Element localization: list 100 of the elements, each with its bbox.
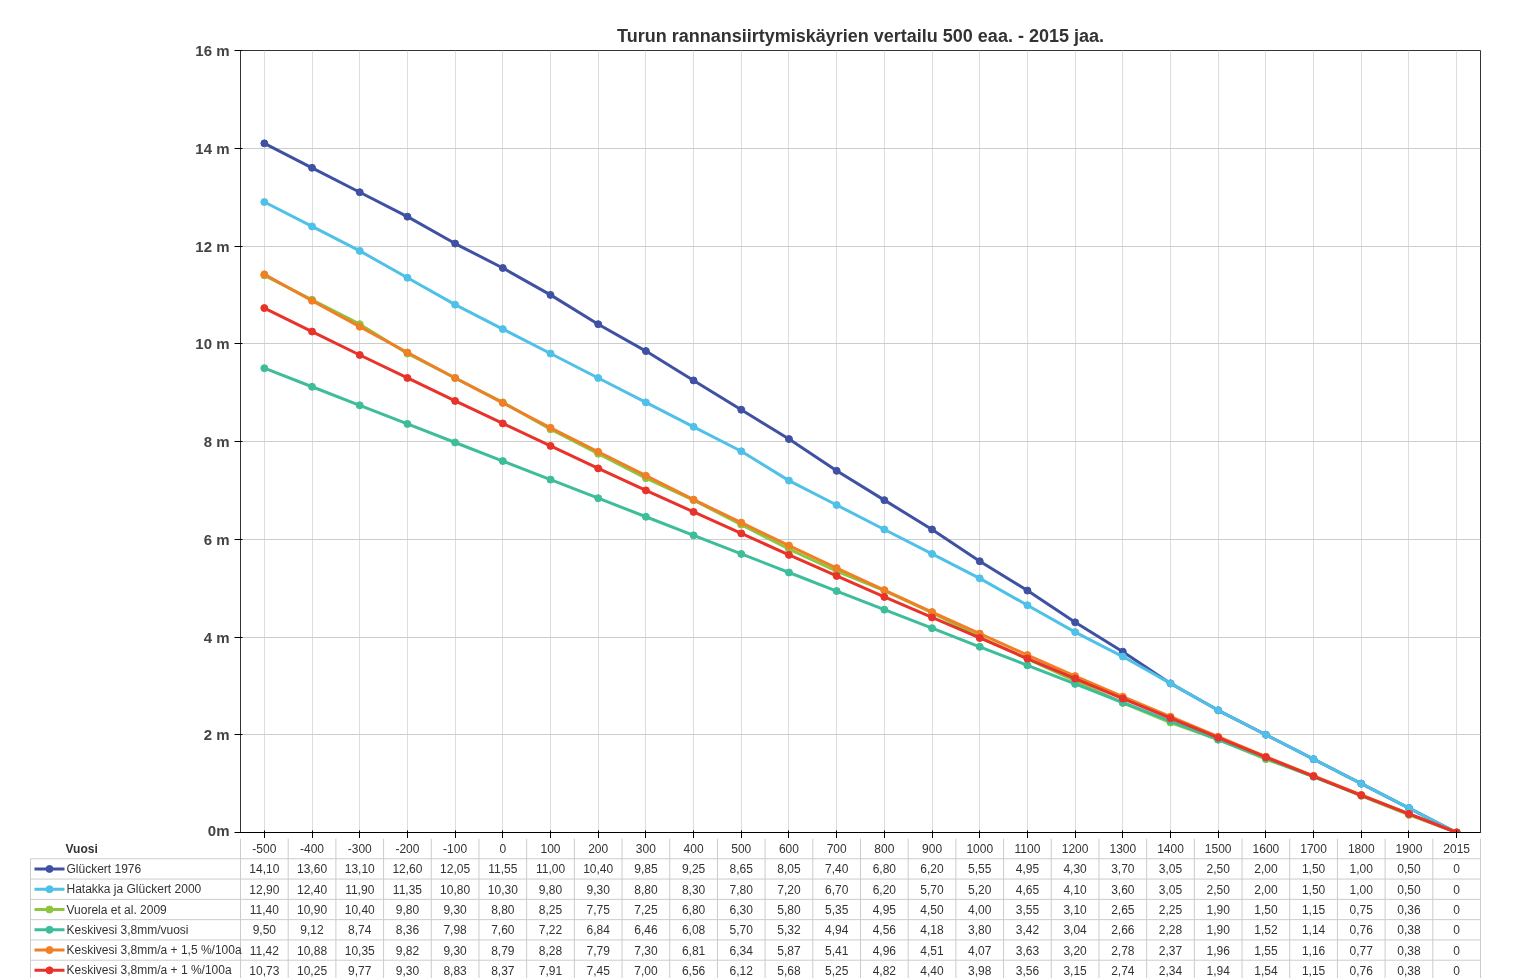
data-label: 0,38 bbox=[1397, 923, 1421, 938]
data-label: 6,30 bbox=[729, 903, 754, 917]
point bbox=[451, 300, 460, 309]
point bbox=[308, 327, 317, 336]
data-label: 9,82 bbox=[395, 943, 420, 958]
data-label: 0 bbox=[1453, 903, 1461, 917]
data-label: 12,90 bbox=[249, 882, 280, 897]
data-label: 6,08 bbox=[681, 923, 706, 938]
x-tick-label: -200 bbox=[395, 842, 420, 857]
point bbox=[546, 475, 555, 484]
point bbox=[689, 376, 698, 385]
data-label: 8,37 bbox=[491, 963, 515, 978]
point bbox=[641, 398, 650, 407]
y-tick-label: 10 m bbox=[195, 335, 230, 353]
data-label: 13,60 bbox=[297, 862, 328, 877]
data-label: 2,34 bbox=[1158, 963, 1183, 978]
point bbox=[355, 351, 364, 359]
point bbox=[689, 507, 698, 516]
data-label: 12,40 bbox=[297, 882, 328, 897]
data-label: 1,54 bbox=[1254, 963, 1278, 978]
x-tick-label: 500 bbox=[731, 842, 752, 857]
x-tick-label: -300 bbox=[347, 842, 373, 857]
data-label: 0 bbox=[1453, 943, 1461, 958]
point bbox=[546, 349, 555, 358]
data-label: 1,50 bbox=[1301, 882, 1326, 897]
data-label: 0,75 bbox=[1349, 903, 1374, 917]
legend-label: Keskivesi 3,8mm/a + 1 %/100a bbox=[66, 963, 232, 978]
data-label: 4,30 bbox=[1063, 862, 1088, 877]
x-tick-label: 100 bbox=[540, 842, 561, 857]
point bbox=[498, 419, 507, 428]
data-label: 4,56 bbox=[872, 923, 897, 938]
data-label: 5,32 bbox=[777, 923, 801, 938]
y-tick-label: 8 m bbox=[203, 433, 230, 450]
data-label: 5,41 bbox=[824, 943, 849, 958]
y-tick-label: 12 m bbox=[195, 237, 230, 255]
data-label: 11,42 bbox=[249, 943, 280, 958]
data-label: 1,15 bbox=[1301, 903, 1326, 917]
data-label: 7,91 bbox=[538, 963, 563, 978]
data-label: 4,94 bbox=[824, 923, 849, 938]
data-label: 0,50 bbox=[1397, 882, 1421, 897]
data-label: 2,66 bbox=[1111, 923, 1135, 938]
x-tick-label: 1500 bbox=[1204, 842, 1232, 857]
data-label: 5,35 bbox=[824, 903, 849, 917]
data-label: 11,55 bbox=[488, 862, 518, 877]
data-label: 7,79 bbox=[586, 943, 611, 958]
data-label: 11,40 bbox=[249, 903, 280, 917]
data-label: 0,38 bbox=[1397, 943, 1421, 958]
x-tick-label: 1600 bbox=[1252, 842, 1280, 857]
data-label: 5,25 bbox=[824, 963, 849, 978]
data-label: 3,55 bbox=[1015, 903, 1040, 917]
point bbox=[1071, 618, 1080, 627]
data-label: 11,35 bbox=[392, 882, 423, 897]
point bbox=[689, 422, 698, 431]
data-label: 4,10 bbox=[1063, 882, 1088, 897]
data-label: 5,70 bbox=[920, 882, 945, 897]
point bbox=[1023, 661, 1032, 670]
y-tick-label: 2 m bbox=[203, 726, 230, 744]
data-label: 2,25 bbox=[1158, 903, 1183, 917]
data-label: 6,46 bbox=[634, 923, 658, 938]
point bbox=[308, 163, 317, 172]
point bbox=[737, 529, 746, 538]
data-label: 5,87 bbox=[777, 943, 801, 958]
data-label: 1,16 bbox=[1301, 943, 1326, 958]
point bbox=[308, 222, 317, 231]
data-label: 0,76 bbox=[1349, 923, 1374, 938]
data-label: 9,30 bbox=[586, 882, 611, 897]
data-label: 2,50 bbox=[1206, 862, 1231, 877]
x-tick-label: 1200 bbox=[1061, 842, 1089, 857]
point bbox=[784, 435, 793, 444]
point bbox=[880, 592, 889, 601]
data-label: 8,79 bbox=[491, 943, 515, 958]
x-tick-label: 900 bbox=[922, 842, 943, 857]
point bbox=[641, 347, 650, 356]
x-tick-label: 1400 bbox=[1157, 842, 1185, 857]
data-label: 6,80 bbox=[681, 903, 706, 917]
data-label: 8,80 bbox=[491, 903, 515, 917]
x-tick-label: 2015 bbox=[1443, 842, 1471, 857]
data-label: 6,84 bbox=[586, 923, 611, 938]
data-label: 8,83 bbox=[443, 963, 468, 978]
data-label: 3,42 bbox=[1015, 923, 1040, 938]
data-label: 10,30 bbox=[487, 882, 519, 897]
data-label: 9,80 bbox=[538, 882, 563, 897]
point bbox=[641, 512, 650, 521]
point bbox=[737, 447, 746, 456]
data-label: 6,12 bbox=[729, 963, 754, 978]
data-label: 10,35 bbox=[344, 943, 376, 958]
data-label: 8,80 bbox=[634, 882, 658, 897]
data-label: 6,56 bbox=[681, 963, 706, 978]
point bbox=[1118, 652, 1127, 661]
point bbox=[784, 568, 793, 577]
data-label: 1,00 bbox=[1349, 862, 1374, 877]
data-label: 0 bbox=[1453, 963, 1461, 978]
data-label: 4,82 bbox=[872, 963, 897, 978]
y-tick-label: 16 m bbox=[195, 42, 230, 59]
data-label: 0 bbox=[1453, 882, 1461, 897]
point bbox=[928, 549, 937, 558]
data-label: 1,00 bbox=[1349, 882, 1374, 897]
point bbox=[546, 441, 555, 450]
x-tick-label: 1300 bbox=[1109, 842, 1137, 857]
point bbox=[880, 525, 889, 534]
